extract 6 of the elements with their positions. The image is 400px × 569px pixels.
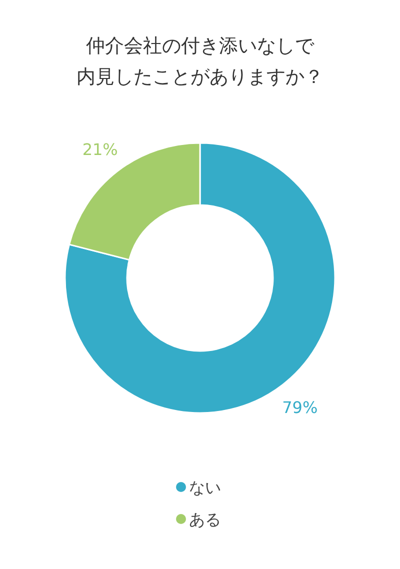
- donut-slice: [64, 142, 336, 414]
- legend-label: ない: [189, 478, 221, 497]
- chart-title: 仲介会社の付き添いなしで内見したことがありますか？: [76, 35, 324, 88]
- data-label: 21%: [82, 140, 118, 160]
- legend-label: ある: [189, 510, 221, 529]
- data-label: 79%: [282, 398, 318, 417]
